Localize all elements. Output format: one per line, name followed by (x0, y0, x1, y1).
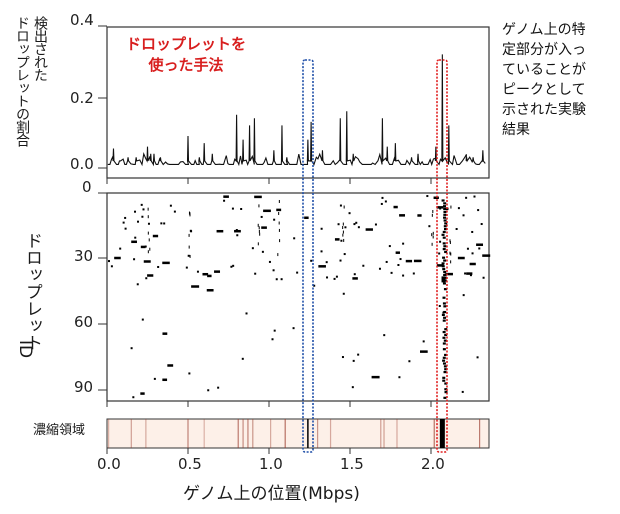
droplet-raster (98, 192, 491, 407)
blue-highlight-box (302, 59, 314, 453)
top-ytick-0.4: 0.4 (70, 11, 94, 29)
mid-y-axis-label-main: ドロップレット (22, 232, 42, 351)
side-note-line: 定部分が入っ (502, 42, 586, 58)
side-note-line: 結果 (502, 122, 530, 138)
method-title: ドロップレットを 使った手法 (112, 34, 260, 76)
enriched-region-label: 濃縮領域 (33, 423, 86, 438)
side-note-line: ゲノム上の特 (502, 22, 586, 38)
method-title-line1: ドロップレットを (125, 35, 246, 53)
red-highlight-box (436, 59, 448, 453)
mid-ytick-0: 0 (82, 178, 92, 196)
top-y-axis-label-line1: 検出された (32, 16, 48, 81)
side-note: ゲノム上の特 定部分が入っ ていることが ピークとして 示された実験 結果 (502, 20, 620, 140)
top-y-axis-label-line2: ドロップレットの割合 (14, 16, 30, 146)
xtick-1.0: 1.0 (259, 455, 283, 473)
mid-ytick-60: 60 (74, 313, 94, 331)
top-ytick-0.0: 0.0 (70, 155, 94, 173)
top-plot (98, 25, 490, 184)
xtick-0.5: 0.5 (178, 455, 202, 473)
enriched-region-bar (106, 418, 490, 454)
side-note-line: ていることが (502, 62, 586, 78)
mid-ytick-90: 90 (74, 378, 94, 396)
side-note-line: ピークとして (502, 82, 586, 98)
mid-ytick-30: 30 (74, 247, 94, 265)
method-title-line2: 使った手法 (148, 56, 224, 74)
side-note-line: 示された実験 (502, 102, 586, 118)
mid-y-axis-label: ドロップレット (20, 232, 45, 351)
xtick-2.0: 2.0 (421, 455, 445, 473)
top-ytick-0.2: 0.2 (70, 89, 94, 107)
x-axis-label: ゲノム上の位置(Mbps) (183, 484, 360, 504)
xtick-0.0: 0.0 (97, 455, 121, 473)
xtick-1.5: 1.5 (340, 455, 364, 473)
